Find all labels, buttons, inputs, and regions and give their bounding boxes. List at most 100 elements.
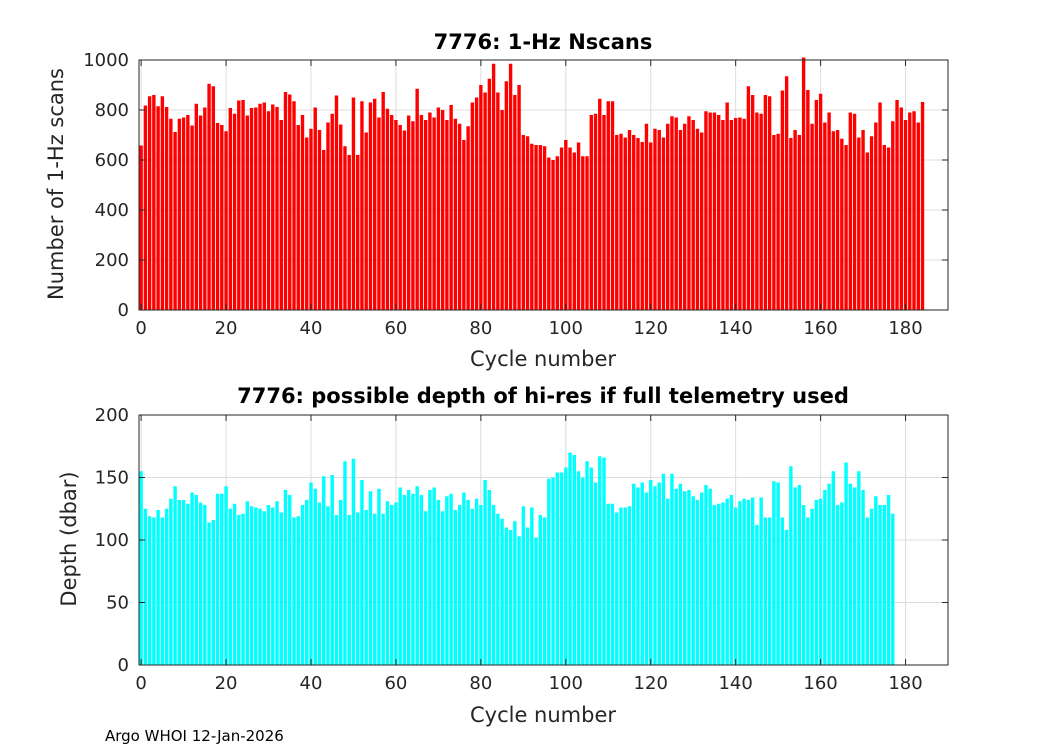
chart-depth-bar (347, 515, 351, 665)
chart-depth-bar (547, 478, 551, 665)
chart-nscans-bar (211, 86, 216, 310)
chart-nscans-bar (542, 146, 547, 310)
chart-depth-bar (780, 517, 785, 665)
chart-nscans-bar (143, 105, 148, 310)
chart-nscans-bar (687, 116, 691, 310)
chart-nscans-bar (729, 120, 734, 310)
chart-nscans-bar (559, 147, 564, 310)
chart-depth-bar (186, 503, 190, 665)
chart-depth-bar (479, 505, 483, 665)
chart-depth-bar (865, 517, 870, 665)
chart-nscans-bar (793, 130, 797, 310)
chart-depth-bar (428, 490, 432, 665)
chart-nscans-bar (869, 136, 874, 310)
chart-depth-bar (339, 500, 343, 665)
chart-nscans-bar (530, 143, 534, 310)
chart-depth-bar (504, 527, 509, 665)
chart-nscans-bar (500, 110, 504, 310)
chart-depth-bar (568, 452, 572, 665)
chart-nscans-bar (831, 131, 836, 310)
chart-depth-bar (181, 500, 186, 665)
chart-depth-bar (368, 491, 373, 665)
chart-depth-bar (615, 512, 619, 665)
chart-nscans-bar (610, 101, 615, 310)
chart-nscans-bar (322, 150, 326, 310)
chart-nscans-xtick-label: 120 (634, 318, 668, 339)
chart-depth-xtick-label: 40 (300, 673, 323, 694)
chart-depth-bar (381, 513, 385, 665)
chart-nscans-bar (691, 120, 695, 310)
chart-depth-bar (585, 461, 589, 665)
chart-depth-bar (649, 480, 653, 665)
chart-nscans-xlabel: Cycle number (470, 347, 616, 371)
chart-depth-bar (840, 502, 844, 665)
chart-nscans-bar (649, 142, 653, 310)
chart-depth-bar (823, 490, 827, 665)
chart-nscans-bar (848, 112, 853, 310)
chart-depth-bar (237, 515, 241, 665)
chart-depth-ylabel: Depth (dbar) (57, 471, 81, 606)
chart-depth-bar (640, 482, 644, 665)
chart-nscans-bar (789, 138, 793, 310)
chart-depth-bar (661, 473, 666, 665)
chart-depth-ytick-label: 200 (95, 405, 129, 426)
chart-nscans-bar (538, 145, 543, 310)
chart-nscans-bar (445, 120, 449, 310)
chart-nscans-bar (602, 115, 606, 310)
chart-depth-bar (313, 488, 317, 665)
chart-nscans-bar (309, 128, 313, 310)
chart-nscans-bar (674, 117, 678, 310)
chart-nscans-bar (372, 98, 377, 310)
chart-nscans-bar (394, 120, 398, 310)
chart-depth-bar (632, 483, 636, 665)
chart-nscans-bar (139, 145, 143, 310)
chart-depth-bar (491, 505, 496, 665)
chart-depth-bar (453, 510, 458, 665)
chart-depth-bar (241, 513, 245, 665)
chart-nscans-ytick-label: 1000 (83, 50, 129, 71)
chart-nscans-bar (368, 102, 373, 310)
chart-nscans-bar (712, 112, 717, 310)
chart-depth-bar (542, 517, 547, 665)
chart-depth-bar (678, 483, 683, 665)
chart-nscans-bar (827, 112, 831, 310)
chart-nscans-bar (619, 133, 623, 310)
chart-nscans-bar (699, 132, 704, 310)
chart-depth-bar (725, 498, 729, 665)
chart-depth-bar (445, 496, 449, 665)
chart-depth-bar (160, 517, 165, 665)
chart-depth-bar (402, 495, 407, 665)
chart-depth-bar (852, 487, 857, 665)
chart-depth-bar (606, 503, 610, 665)
chart-nscans-bar (835, 130, 840, 310)
chart-nscans-bar (423, 120, 428, 310)
chart-nscans-bar (742, 118, 746, 310)
chart-nscans-bar (852, 113, 857, 310)
chart-depth-bar (627, 506, 632, 665)
chart-depth-bar (763, 517, 768, 665)
chart-depth-bar (767, 517, 772, 665)
chart-depth-bar (793, 487, 797, 665)
chart-depth-bar (759, 497, 763, 665)
chart-nscans-bar (152, 95, 156, 310)
chart-depth-bar (487, 490, 492, 665)
chart-nscans-bar (169, 118, 173, 310)
chart-nscans-bar (330, 113, 334, 310)
chart-nscans-bar (198, 115, 203, 310)
chart-nscans-bar (292, 101, 296, 310)
chart-depth-bar (721, 502, 725, 665)
chart-depth-bar (857, 471, 861, 665)
chart-depth-bar (750, 497, 755, 665)
chart-nscans-bar (632, 135, 636, 310)
chart-depth-xtick-label: 0 (135, 673, 146, 694)
chart-nscans-bar (245, 115, 249, 310)
chart-depth-bar (164, 508, 169, 665)
chart-nscans-bar (640, 142, 644, 310)
chart-nscans-bar (882, 145, 886, 310)
chart-depth-bar (198, 502, 203, 665)
chart-nscans-bar (164, 107, 169, 310)
chart-depth-bar (733, 507, 738, 665)
chart-depth-bar (818, 498, 823, 665)
chart-nscans-xtick-label: 100 (549, 318, 583, 339)
chart-nscans-bar (908, 112, 912, 310)
